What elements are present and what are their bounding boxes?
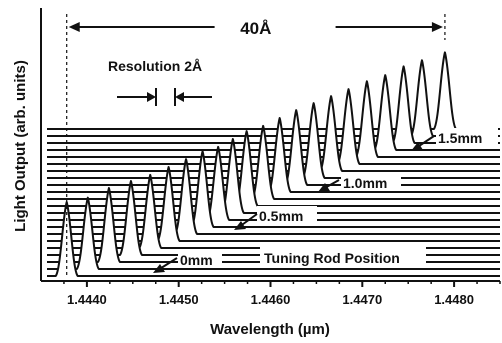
spectrum-trace: [47, 196, 500, 270]
position-labels: 0mm 0.5mm 1.0mm 1.5mm Tuning Rod Positio…: [153, 128, 498, 273]
spectrum-trace: [47, 158, 500, 235]
x-ticks: 1.4440 1.4450 1.4460 1.4470 1.4480: [63, 281, 501, 307]
spectrum-trace: [47, 88, 500, 165]
spectrum-trace: [47, 59, 500, 137]
span-arrowhead-left: [68, 22, 80, 32]
spectrum-trace: [47, 187, 500, 263]
x-tick-label: 1.4460: [251, 292, 291, 307]
resolution-arrowhead-right: [175, 92, 184, 102]
spectrum-trace: [47, 95, 500, 172]
spectrum-trace: [47, 80, 500, 158]
spectrum-trace: [47, 74, 500, 151]
spectrum-trace: [47, 166, 500, 242]
spectrum-trace: [47, 180, 500, 256]
position-arrowhead-0mm: [153, 264, 165, 273]
x-axis-title: Wavelength (µm): [210, 321, 330, 338]
x-tick-label: 1.4440: [67, 292, 107, 307]
x-tick-label: 1.4480: [434, 292, 474, 307]
position-arrowhead-0.5mm: [234, 221, 246, 230]
spectrum-trace: [47, 150, 500, 228]
spectrum-trace-mask: [47, 118, 500, 195]
pos-15mm-bg: [436, 128, 498, 146]
tuning-label-bg: [260, 247, 426, 267]
spectrum-trace: [47, 102, 500, 179]
position-label-0.5mm: 0.5mm: [259, 208, 303, 224]
resolution-arrowhead-left: [147, 92, 156, 102]
spectrum-trace: [47, 117, 500, 193]
span-label-background: [233, 13, 278, 37]
resolution-label: Resolution 2Å: [108, 58, 202, 74]
position-label-1.0mm: 1.0mm: [343, 175, 387, 191]
pos-10mm-bg: [341, 173, 401, 191]
position-label-1.5mm: 1.5mm: [438, 130, 482, 146]
position-label-0mm: 0mm: [180, 252, 213, 268]
resolution-annotation: Resolution 2Å: [104, 54, 222, 106]
spectrum-trace-mask: [47, 197, 500, 272]
spectrum-trace-mask: [47, 75, 500, 153]
pos-0mm-bg: [178, 250, 222, 268]
position-arrowhead-1.5mm: [411, 142, 423, 151]
y-axis-title: Light Output (arb. units): [12, 60, 29, 232]
pos-05mm-bg: [257, 206, 317, 224]
span-annotation: 40Å: [66, 13, 446, 278]
spectrum-trace: [47, 124, 500, 200]
tuning-rod-position-label: Tuning Rod Position: [264, 250, 400, 266]
position-arrowhead-1.0mm: [318, 183, 330, 192]
spectrum-trace: [47, 109, 500, 186]
span-arrowhead-right: [431, 22, 443, 32]
resolution-label-background: [104, 54, 222, 76]
x-tick-label: 1.4450: [159, 292, 199, 307]
spectra-traces: [47, 51, 500, 279]
span-label: 40Å: [240, 19, 271, 38]
x-tick-label: 1.4470: [342, 292, 382, 307]
spectrum-trace: [47, 173, 500, 249]
spectrum-trace: [47, 65, 500, 144]
spectrum-trace: [47, 51, 500, 130]
spectrum-trace-mask: [47, 81, 500, 160]
